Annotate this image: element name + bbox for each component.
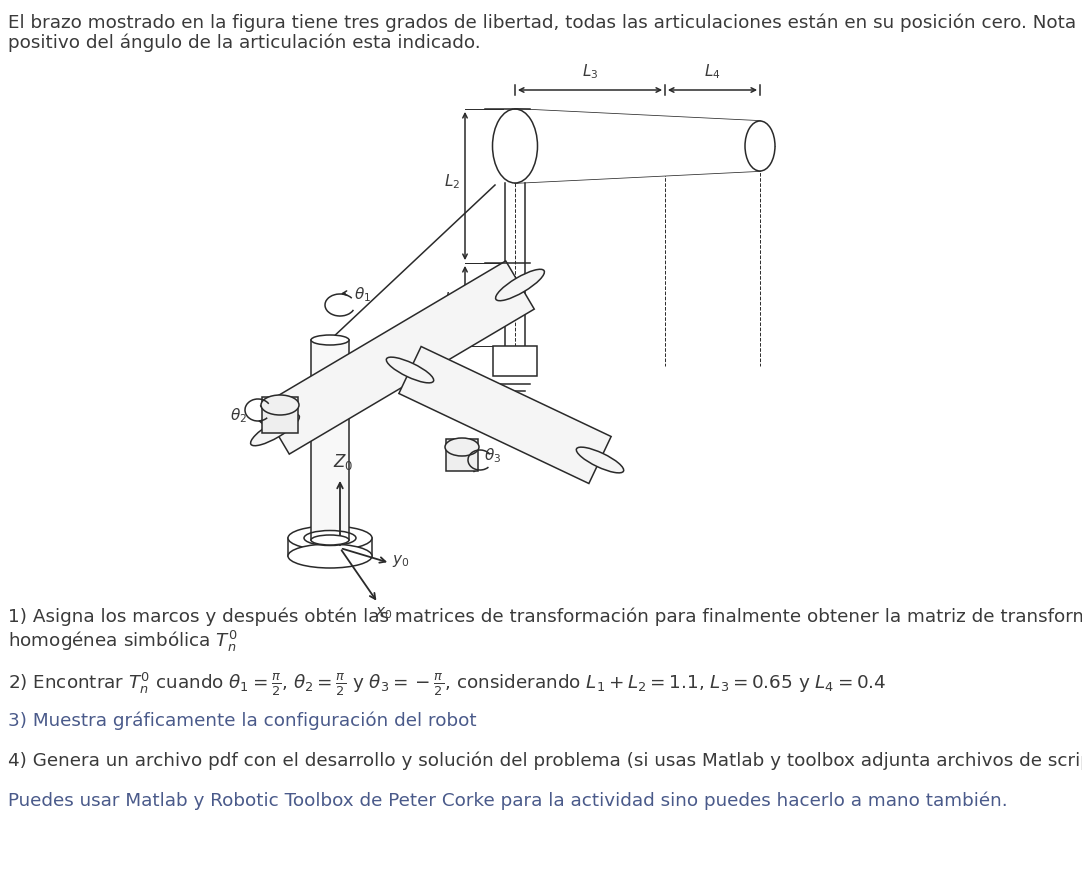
Text: $\theta_3$: $\theta_3$ (484, 446, 501, 464)
Text: $Z_0$: $Z_0$ (333, 452, 354, 472)
Bar (311, 340, 349, 540)
Text: $L_3$: $L_3$ (582, 62, 598, 80)
Bar (505, 183, 525, 346)
Ellipse shape (577, 447, 623, 473)
Ellipse shape (261, 395, 299, 415)
Ellipse shape (492, 109, 538, 183)
Ellipse shape (251, 414, 300, 446)
Text: 3) Muestra gráficamente la configuración del robot: 3) Muestra gráficamente la configuración… (8, 711, 477, 729)
Text: $\theta_2$: $\theta_2$ (230, 406, 247, 425)
Ellipse shape (288, 544, 372, 568)
Text: $L_1$: $L_1$ (444, 291, 460, 309)
Text: $\theta_1$: $\theta_1$ (354, 285, 371, 304)
Text: $x_0$: $x_0$ (375, 605, 393, 621)
Ellipse shape (311, 535, 349, 545)
Bar (446, 439, 478, 471)
Text: positivo del ángulo de la articulación esta indicado.: positivo del ángulo de la articulación e… (8, 34, 480, 52)
Text: $y_0$: $y_0$ (392, 553, 409, 569)
Text: 2) Encontrar $T_n^0$ cuando $\theta_1 = \frac{\pi}{2}$, $\theta_2 = \frac{\pi}{2: 2) Encontrar $T_n^0$ cuando $\theta_1 = … (8, 671, 886, 698)
Ellipse shape (288, 526, 372, 550)
Polygon shape (515, 109, 760, 183)
Ellipse shape (304, 531, 356, 546)
Polygon shape (261, 260, 535, 454)
Text: El brazo mostrado en la figura tiene tres grados de libertad, todas las articula: El brazo mostrado en la figura tiene tre… (8, 14, 1082, 33)
Text: Puedes usar Matlab y Robotic Toolbox de Peter Corke para la actividad sino puede: Puedes usar Matlab y Robotic Toolbox de … (8, 791, 1007, 810)
Text: homogénea simbólica $T_n^0$: homogénea simbólica $T_n^0$ (8, 629, 238, 654)
Text: 1) Asigna los marcos y después obtén las matrices de transformación para finalme: 1) Asigna los marcos y después obtén las… (8, 607, 1082, 625)
Polygon shape (399, 346, 611, 484)
Text: 4) Genera un archivo pdf con el desarrollo y solución del problema (si usas Matl: 4) Genera un archivo pdf con el desarrol… (8, 751, 1082, 769)
Text: $L_4$: $L_4$ (704, 62, 721, 80)
Bar (262, 397, 298, 433)
Ellipse shape (745, 121, 775, 171)
Ellipse shape (445, 438, 479, 456)
Ellipse shape (386, 357, 434, 383)
Bar (493, 346, 537, 376)
Text: $L_2$: $L_2$ (444, 172, 460, 191)
Ellipse shape (496, 269, 544, 301)
Ellipse shape (311, 335, 349, 345)
